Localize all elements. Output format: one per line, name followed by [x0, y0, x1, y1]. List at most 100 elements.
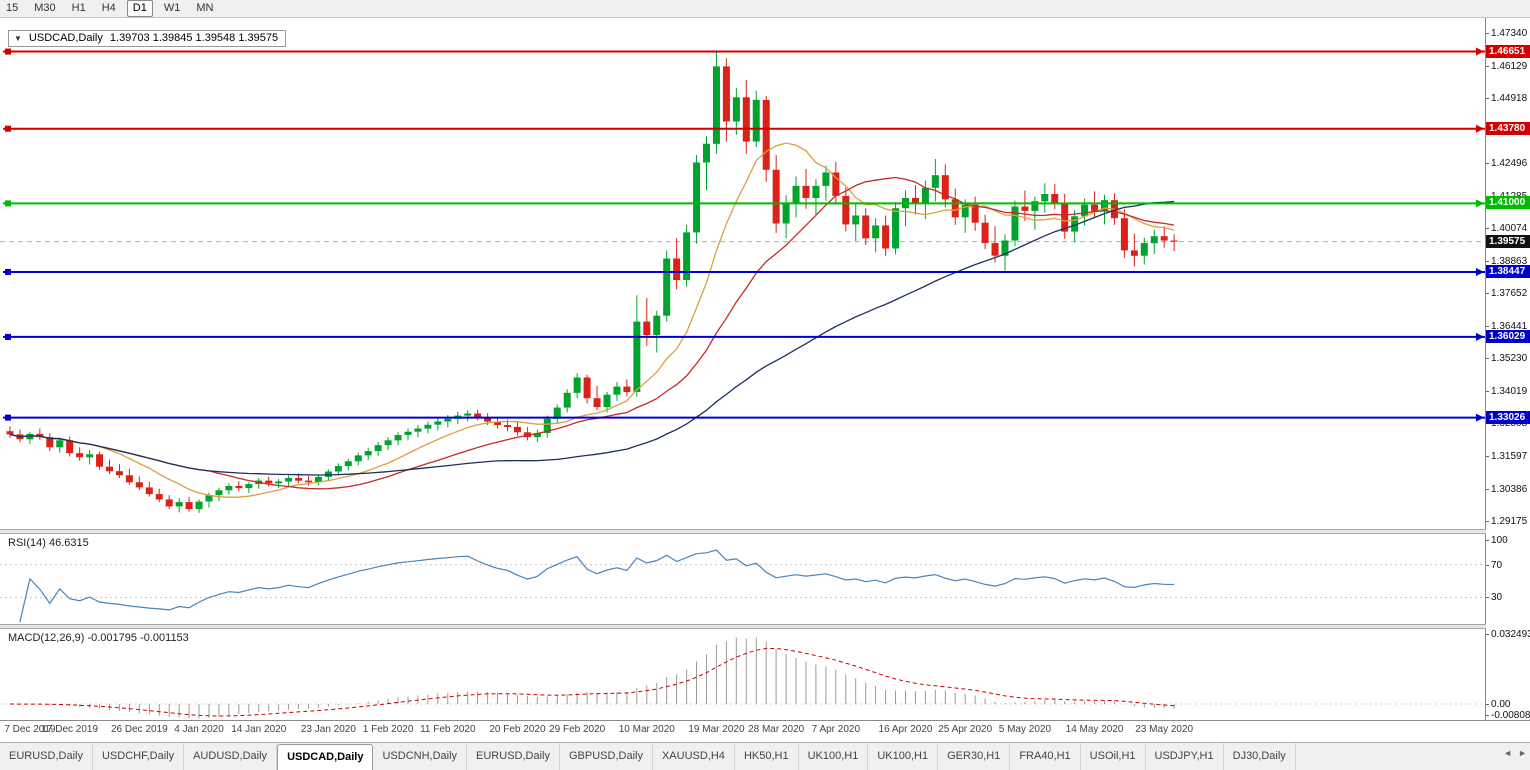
timeframe-button-W1[interactable]: W1: [163, 2, 181, 14]
chart-title-box: ▼ USDCAD,Daily 1.39703 1.39845 1.39548 1…: [8, 30, 287, 47]
x-axis-label: 14 May 2020: [1065, 724, 1124, 735]
price-scale-tick: [1485, 33, 1489, 35]
chart-tab-GBPUSD-Daily[interactable]: GBPUSD,Daily: [560, 743, 653, 770]
price-scale-label: 1.46129: [1491, 60, 1528, 72]
rsi-scale-label: 70: [1491, 560, 1503, 571]
tab-navigation: ◄ ►: [1503, 748, 1527, 758]
x-axis-label: 19 Mar 2020: [688, 724, 745, 735]
chart-tab-USDCNH-Daily[interactable]: USDCNH,Daily: [373, 743, 468, 770]
chart-tab-GER30-H1[interactable]: GER30,H1: [938, 743, 1011, 770]
price-scale-tick: [1485, 228, 1489, 230]
macd-pane[interactable]: [0, 629, 1486, 720]
chart-tab-USDCAD-Daily[interactable]: USDCAD,Daily: [277, 744, 374, 770]
chart-tab-FRA40-H1[interactable]: FRA40,H1: [1010, 743, 1081, 770]
chart-symbol-label: USDCAD,Daily: [28, 32, 103, 44]
x-axis-label: 17 Dec 2019: [41, 724, 99, 735]
macd-scale-label: 0.00: [1491, 699, 1511, 710]
price-scale-tick: [1485, 98, 1489, 100]
x-axis-label: 7 Apr 2020: [811, 724, 861, 735]
price-scale-tick: [1485, 163, 1489, 165]
price-scale-tick: [1485, 195, 1489, 197]
chart-tab-UK100-H1[interactable]: UK100,H1: [799, 743, 869, 770]
price-level-badge: 1.39575: [1486, 234, 1530, 248]
chart-tab-DJ30-Daily[interactable]: DJ30,Daily: [1224, 743, 1296, 770]
price-scale-label: 1.35230: [1491, 353, 1528, 365]
x-axis-label: 16 Apr 2020: [878, 724, 933, 735]
price-scale-label: 1.36441: [1491, 320, 1528, 332]
collapse-arrow-icon[interactable]: ▼: [14, 33, 22, 43]
x-axis-label: 4 Jan 2020: [174, 724, 224, 735]
chart-tab-USOil-H1[interactable]: USOil,H1: [1081, 743, 1146, 770]
macd-scale-label: 0.032493: [1491, 629, 1530, 640]
tab-scroll-left-icon[interactable]: ◄: [1503, 748, 1513, 758]
x-axis-label: 20 Feb 2020: [489, 724, 546, 735]
price-scale-label: 1.32808: [1491, 418, 1528, 430]
x-axis-label: 23 Jan 2020: [300, 724, 356, 735]
chart-tab-USDJPY-H1[interactable]: USDJPY,H1: [1146, 743, 1224, 770]
x-axis-label: 5 May 2020: [998, 724, 1052, 735]
price-scale-tick: [1485, 325, 1489, 327]
timeframe-button-15[interactable]: 15: [6, 2, 19, 14]
price-scale-label: 1.40074: [1491, 223, 1528, 235]
timeframe-button-M30[interactable]: M30: [34, 2, 56, 14]
price-chart-pane[interactable]: [0, 18, 1486, 529]
rsi-indicator-label: RSI(14) 46.6315: [8, 537, 89, 549]
pane-splitter[interactable]: [0, 624, 1486, 629]
rsi-scale-label: 30: [1491, 592, 1503, 603]
price-scale-label: 1.38863: [1491, 255, 1528, 267]
chart-tab-UK100-H1[interactable]: UK100,H1: [868, 743, 939, 770]
x-axis-label: 26 Dec 2019: [110, 724, 168, 735]
price-scale-tick: [1485, 293, 1489, 295]
price-scale-label: 1.29175: [1491, 516, 1528, 528]
macd-scale-tick: [1485, 634, 1489, 635]
macd-scale-label: -0.00808: [1491, 710, 1530, 721]
price-scale-label: 1.37652: [1491, 288, 1528, 300]
macd-scale-tick: [1485, 715, 1489, 716]
price-level-badge: 1.41000: [1486, 196, 1530, 210]
x-axis-label: 11 Feb 2020: [420, 724, 476, 735]
price-level-badge: 1.33026: [1486, 410, 1530, 424]
price-scale-tick: [1485, 521, 1489, 523]
timeframe-toolbar: 15 M30 H1 H4 D1 W1 MN: [0, 0, 1530, 18]
x-axis-label: 28 Mar 2020: [748, 724, 805, 735]
price-level-badge: 1.38447: [1486, 264, 1530, 278]
timeframe-button-H4[interactable]: H4: [101, 2, 116, 14]
tab-scroll-right-icon[interactable]: ►: [1518, 748, 1527, 758]
chart-tab-EURUSD-Daily[interactable]: EURUSD,Daily: [467, 743, 560, 770]
chart-tab-EURUSD-Daily[interactable]: EURUSD,Daily: [0, 743, 93, 770]
x-axis-label: 1 Feb 2020: [362, 724, 414, 735]
price-scale-tick: [1485, 260, 1489, 262]
price-scale-label: 1.34019: [1491, 385, 1528, 397]
x-axis-label: 29 Feb 2020: [549, 724, 606, 735]
price-scale-label: 1.41285: [1491, 191, 1527, 202]
rsi-pane[interactable]: [0, 534, 1486, 624]
price-scale-tick: [1485, 358, 1489, 360]
rsi-scale-tick: [1485, 597, 1489, 598]
price-level-badge: 1.46651: [1486, 44, 1530, 58]
scale-divider: [1485, 18, 1486, 721]
chart-ohlc-values: 1.39703 1.39845 1.39548 1.39575: [109, 32, 279, 44]
timeframe-button-MN[interactable]: MN: [196, 2, 214, 14]
timeframe-button-D1[interactable]: D1: [126, 0, 153, 17]
x-axis-label: 7 Dec 2019: [4, 724, 56, 735]
chart-tab-HK50-H1[interactable]: HK50,H1: [735, 743, 799, 770]
chart-tab-bar: EURUSD,Daily USDCHF,Daily AUDUSD,Daily USDC…: [0, 742, 1530, 770]
price-scale-label: 1.30386: [1491, 483, 1528, 495]
chart-tab-USDCHF-Daily[interactable]: USDCHF,Daily: [93, 743, 185, 770]
price-scale[interactable]: 1.473401.461291.449181.437071.424961.412…: [1485, 0, 1530, 742]
timeframe-button-H1[interactable]: H1: [71, 2, 86, 14]
x-axis-label: 23 May 2020: [1135, 724, 1194, 735]
x-axis-label: 14 Jan 2020: [231, 724, 287, 735]
price-level-badge: 1.36029: [1486, 329, 1530, 343]
macd-indicator-label: MACD(12,26,9) -0.001795 -0.001153: [8, 632, 189, 644]
price-scale-tick: [1485, 456, 1489, 457]
chart-tab-XAUUSD-H4[interactable]: XAUUSD,H4: [653, 743, 735, 770]
price-scale-label: 1.47340: [1491, 28, 1528, 40]
chart-tab-AUDUSD-Daily[interactable]: AUDUSD,Daily: [184, 743, 278, 770]
price-scale-tick: [1485, 423, 1489, 425]
x-axis-label: 10 Mar 2020: [618, 724, 675, 735]
pane-splitter[interactable]: [0, 529, 1486, 534]
rsi-scale-tick: [1485, 565, 1489, 566]
macd-scale-tick: [1485, 704, 1489, 705]
